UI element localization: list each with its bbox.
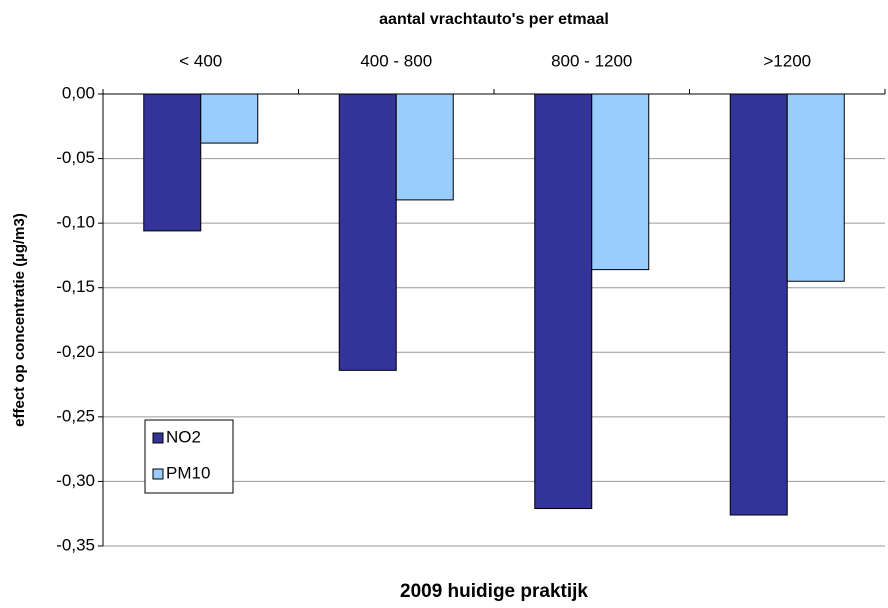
legend-label: NO2 xyxy=(166,427,201,446)
legend-swatch xyxy=(152,432,164,444)
legend: NO2 PM10 xyxy=(144,419,234,494)
bar xyxy=(143,93,202,232)
bar xyxy=(534,93,593,510)
legend-label: PM10 xyxy=(166,463,210,482)
x-tick-label: 800 - 1200 xyxy=(551,51,632,70)
y-tick-label: -0,10 xyxy=(56,213,95,232)
y-tick-label: -0,25 xyxy=(56,406,95,425)
y-tick-label: -0,35 xyxy=(56,535,95,554)
bar xyxy=(338,93,397,371)
bar xyxy=(395,93,454,201)
bar xyxy=(729,93,788,516)
x-tick-label: >1200 xyxy=(763,51,811,70)
y-tick-label: -0,15 xyxy=(56,277,95,296)
legend-swatch xyxy=(152,468,164,480)
legend-box xyxy=(144,419,234,494)
chart-title: aantal vrachtauto's per etmaal xyxy=(379,11,609,28)
y-tick-label: -0,20 xyxy=(56,342,95,361)
y-tick-label: -0,30 xyxy=(56,471,95,490)
y-tick-label: 0,00 xyxy=(62,83,95,102)
x-axis-label: 2009 huidige praktijk xyxy=(400,581,588,602)
x-tick-label: 400 - 800 xyxy=(360,51,432,70)
bar xyxy=(591,93,650,271)
x-tick-label: < 400 xyxy=(179,51,222,70)
bar xyxy=(786,93,845,282)
y-tick-label: -0,05 xyxy=(56,148,95,167)
bar xyxy=(200,93,259,144)
y-axis-label: effect op concentratie (µg/m3) xyxy=(11,213,28,427)
